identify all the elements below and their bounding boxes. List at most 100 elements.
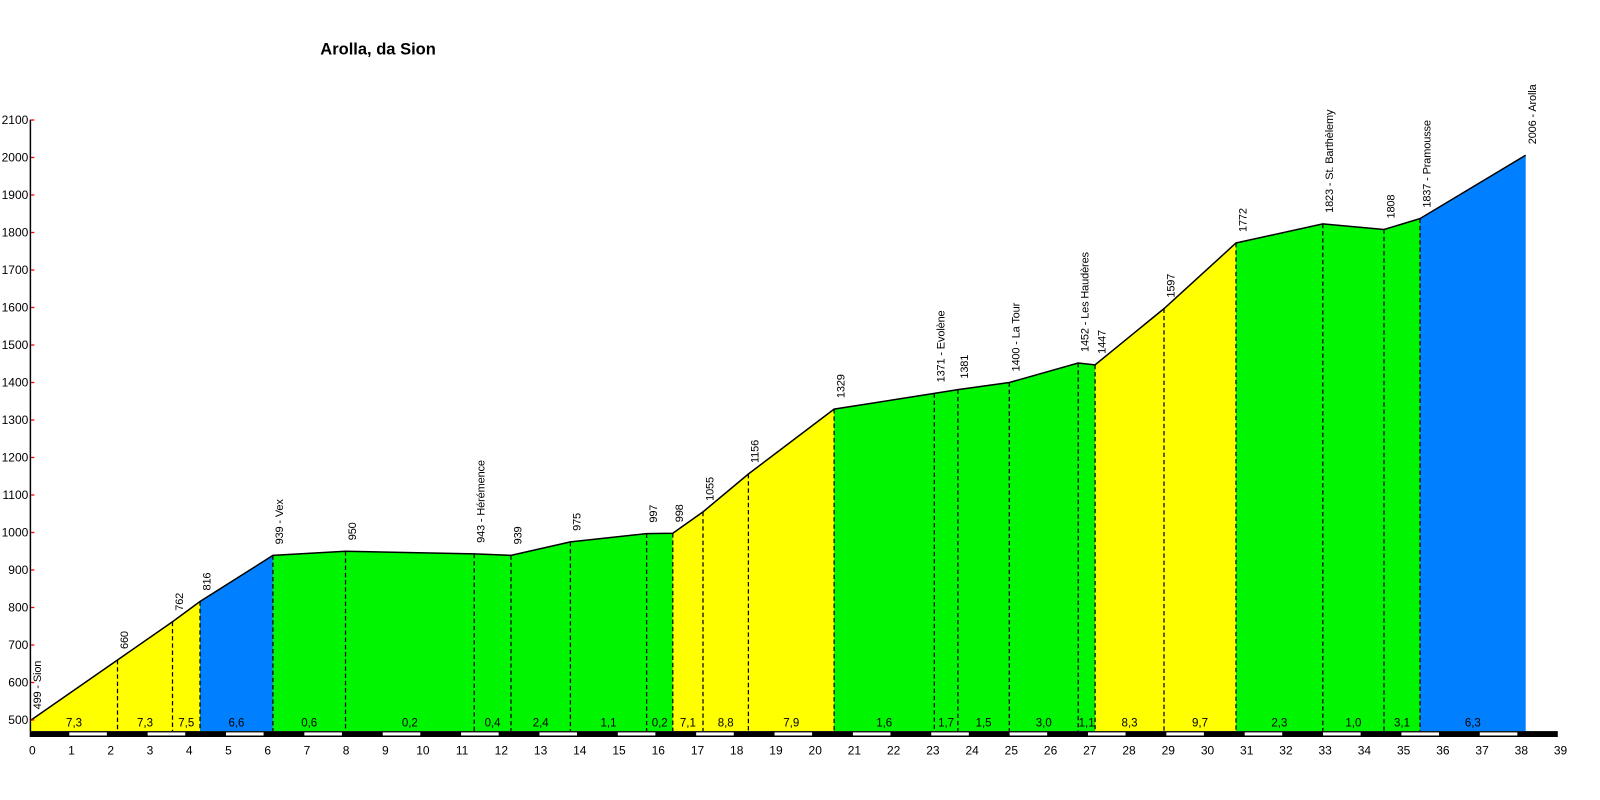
svg-text:21: 21 (848, 744, 862, 758)
svg-text:36: 36 (1436, 744, 1450, 758)
svg-text:1400 - La Tour: 1400 - La Tour (1011, 302, 1023, 371)
svg-text:0,4: 0,4 (485, 718, 502, 730)
svg-text:500: 500 (8, 713, 28, 727)
svg-text:816: 816 (201, 573, 213, 591)
svg-text:6,3: 6,3 (1465, 718, 1481, 730)
svg-text:27: 27 (1083, 744, 1097, 758)
svg-text:5: 5 (225, 744, 232, 758)
svg-text:37: 37 (1475, 744, 1489, 758)
svg-text:943 - Hérémence: 943 - Hérémence (476, 460, 488, 543)
svg-text:39: 39 (1554, 744, 1568, 758)
svg-text:25: 25 (1005, 744, 1019, 758)
svg-text:29: 29 (1162, 744, 1176, 758)
svg-text:20: 20 (809, 744, 823, 758)
svg-text:1371 - Evolène: 1371 - Evolène (936, 310, 948, 382)
svg-text:1,1: 1,1 (601, 718, 617, 730)
svg-text:1,0: 1,0 (1345, 718, 1361, 730)
svg-text:1808: 1808 (1385, 195, 1397, 219)
svg-text:Arolla, da Sion: Arolla, da Sion (320, 41, 436, 59)
svg-text:13: 13 (534, 744, 548, 758)
svg-text:28: 28 (1122, 744, 1136, 758)
svg-text:1055: 1055 (704, 477, 716, 501)
svg-text:762: 762 (174, 593, 186, 611)
svg-text:1,5: 1,5 (976, 718, 992, 730)
svg-text:15: 15 (612, 744, 626, 758)
svg-text:2100: 2100 (2, 113, 29, 127)
svg-text:499 - Sion: 499 - Sion (32, 661, 44, 710)
svg-text:2,3: 2,3 (1271, 718, 1287, 730)
svg-text:0,6: 0,6 (301, 718, 317, 730)
svg-text:7,5: 7,5 (178, 718, 194, 730)
svg-text:14: 14 (573, 744, 587, 758)
svg-text:30: 30 (1201, 744, 1215, 758)
svg-text:33: 33 (1319, 744, 1333, 758)
svg-text:1600: 1600 (2, 301, 29, 315)
svg-text:1800: 1800 (2, 226, 29, 240)
svg-text:7,1: 7,1 (680, 718, 696, 730)
svg-text:18: 18 (730, 744, 744, 758)
svg-text:0: 0 (29, 744, 36, 758)
svg-text:939: 939 (512, 526, 524, 544)
svg-text:1447: 1447 (1096, 330, 1108, 354)
svg-text:9,7: 9,7 (1192, 718, 1208, 730)
svg-text:1772: 1772 (1237, 208, 1249, 232)
svg-text:0,2: 0,2 (652, 718, 668, 730)
svg-text:12: 12 (495, 744, 509, 758)
svg-text:9: 9 (382, 744, 389, 758)
svg-text:6,6: 6,6 (228, 718, 244, 730)
svg-text:31: 31 (1240, 744, 1254, 758)
svg-text:6: 6 (264, 744, 271, 758)
svg-text:600: 600 (8, 676, 28, 690)
svg-text:35: 35 (1397, 744, 1411, 758)
svg-text:3,1: 3,1 (1394, 718, 1410, 730)
svg-text:17: 17 (691, 744, 705, 758)
svg-text:1: 1 (68, 744, 75, 758)
svg-text:2: 2 (107, 744, 114, 758)
svg-text:2,4: 2,4 (533, 718, 550, 730)
svg-text:1000: 1000 (2, 526, 29, 540)
svg-text:1500: 1500 (2, 338, 29, 352)
svg-text:8,8: 8,8 (718, 718, 734, 730)
svg-text:998: 998 (674, 504, 686, 522)
svg-text:1700: 1700 (2, 263, 29, 277)
svg-text:7,3: 7,3 (66, 718, 82, 730)
svg-text:11: 11 (456, 744, 469, 758)
svg-text:2000: 2000 (2, 151, 29, 165)
svg-text:1,6: 1,6 (876, 718, 892, 730)
svg-text:19: 19 (769, 744, 783, 758)
svg-text:8,3: 8,3 (1122, 718, 1138, 730)
svg-text:3,0: 3,0 (1036, 718, 1052, 730)
svg-text:10: 10 (416, 744, 430, 758)
svg-text:1823 - St. Barthèlemy: 1823 - St. Barthèlemy (1324, 109, 1336, 213)
svg-text:800: 800 (8, 601, 28, 615)
svg-text:38: 38 (1515, 744, 1529, 758)
svg-text:7,3: 7,3 (137, 718, 153, 730)
svg-text:23: 23 (926, 744, 940, 758)
svg-text:975: 975 (572, 513, 584, 531)
svg-text:34: 34 (1358, 744, 1372, 758)
svg-text:1837 - Pramousse: 1837 - Pramousse (1421, 120, 1433, 208)
svg-text:7: 7 (304, 744, 311, 758)
svg-text:7,9: 7,9 (783, 718, 799, 730)
svg-text:2006 - Arolla: 2006 - Arolla (1527, 83, 1539, 144)
svg-text:700: 700 (8, 638, 28, 652)
svg-text:1452 - Les Haudères: 1452 - Les Haudères (1080, 251, 1092, 352)
svg-text:1,7: 1,7 (938, 718, 954, 730)
svg-text:22: 22 (887, 744, 901, 758)
svg-text:900: 900 (8, 563, 28, 577)
svg-text:1900: 1900 (2, 188, 29, 202)
svg-text:26: 26 (1044, 744, 1058, 758)
svg-text:997: 997 (648, 505, 660, 523)
svg-text:1,1: 1,1 (1079, 718, 1095, 730)
svg-text:1400: 1400 (2, 376, 29, 390)
svg-text:1381: 1381 (959, 355, 971, 379)
svg-text:8: 8 (343, 744, 350, 758)
svg-text:950: 950 (347, 522, 359, 540)
svg-text:1156: 1156 (750, 440, 762, 463)
svg-text:3: 3 (147, 744, 154, 758)
svg-text:660: 660 (119, 631, 131, 649)
svg-text:32: 32 (1279, 744, 1293, 758)
svg-text:1200: 1200 (2, 451, 29, 465)
svg-text:1300: 1300 (2, 413, 29, 427)
svg-text:1597: 1597 (1165, 274, 1177, 298)
